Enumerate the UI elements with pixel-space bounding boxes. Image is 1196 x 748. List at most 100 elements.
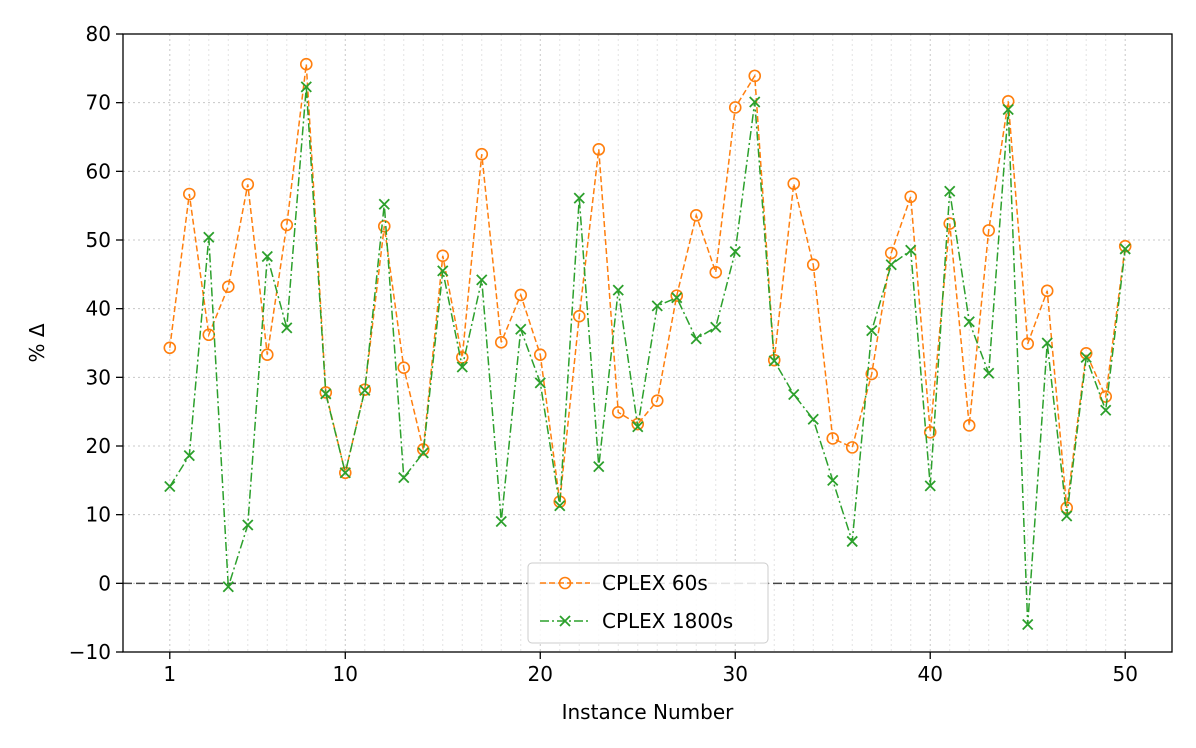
major-gridlines [123,33,1172,653]
data-point [923,425,937,439]
x-axis-label: Instance Number [562,700,735,724]
data-point [320,388,332,400]
y-tick-label: 30 [86,365,111,389]
data-point [417,447,429,459]
data-point [1022,618,1034,631]
x-tick-label: 30 [723,662,748,686]
data-point [924,480,936,492]
data-point [865,367,879,381]
y-tick-label: 20 [86,434,111,458]
y-tick-label: 70 [86,91,111,115]
data-point [476,274,488,286]
y-tick-label: 80 [86,22,111,46]
y-tick-label: −10 [69,640,111,664]
data-point [710,321,722,333]
data-point [359,384,371,397]
x-axis-ticks: 1 10 20 30 40 50 [163,652,1138,686]
data-point [1041,337,1053,349]
data-point [339,467,351,479]
data-point [436,249,450,263]
data-point [885,259,897,271]
data-point [690,333,702,345]
data-point [222,581,234,593]
data-point [807,413,819,425]
series-cplex-1800s [164,81,1131,631]
data-point [651,300,663,312]
series-cplex-60s [163,57,1132,515]
y-axis-ticks: −10 0 10 20 30 40 50 60 70 80 [69,22,123,664]
data-point [280,218,294,232]
data-point [573,192,585,204]
data-point [241,178,255,191]
data-point [514,288,528,302]
data-point [398,471,410,484]
data-point [261,250,273,263]
data-point [182,187,196,201]
y-tick-label: 40 [86,297,111,321]
data-point [221,280,235,293]
series-line [169,64,1126,508]
data-point [884,246,898,260]
data-point [806,258,820,272]
data-point [456,361,468,373]
data-point [826,432,840,445]
data-point [494,336,508,349]
data-point [1061,510,1073,522]
data-point [300,81,312,93]
data-point [242,519,254,531]
data-point [281,322,293,334]
data-point [475,147,489,161]
data-point [319,386,333,399]
data-point [944,185,956,197]
y-tick-label: 10 [86,503,111,527]
data-point [611,406,625,419]
data-point [671,292,683,304]
data-point [533,348,547,361]
data-point [534,377,546,389]
data-point [670,289,684,302]
data-point [983,367,995,379]
y-axis-label: % Δ [25,323,49,362]
plot-frame [122,33,1173,653]
y-tick-label: 50 [86,228,111,252]
data-point [416,443,430,456]
data-point [1099,390,1113,403]
data-point [1080,351,1092,364]
series-line [169,86,1126,625]
data-point [904,190,918,204]
data-point [572,309,586,323]
data-point [455,351,469,364]
data-point [1100,404,1112,416]
x-tick-label: 40 [917,662,942,686]
data-point [612,284,624,296]
minor-gridlines [188,34,1107,652]
data-point [163,341,177,355]
data-point [338,466,352,480]
data-point [650,394,664,407]
data-point [846,535,858,548]
x-tick-label: 1 [163,662,176,686]
legend-label: CPLEX 60s [602,571,708,595]
data-point [728,101,742,114]
data-point [729,246,741,258]
data-point [437,265,449,277]
data-point [164,480,176,493]
data-point [495,515,507,528]
data-point [845,441,859,454]
data-point [515,323,527,335]
data-point [299,57,313,71]
data-point [768,355,780,367]
x-tick-label: 50 [1112,662,1137,686]
data-point [1021,337,1035,350]
data-point [1001,94,1015,108]
legend-marker [558,576,572,590]
data-point [905,244,917,256]
data-point [1040,284,1054,298]
x-tick-label: 10 [333,662,358,686]
data-point [631,417,645,431]
data-point [554,500,566,512]
data-point [748,69,762,83]
data-point [632,421,644,433]
data-point [962,419,976,432]
